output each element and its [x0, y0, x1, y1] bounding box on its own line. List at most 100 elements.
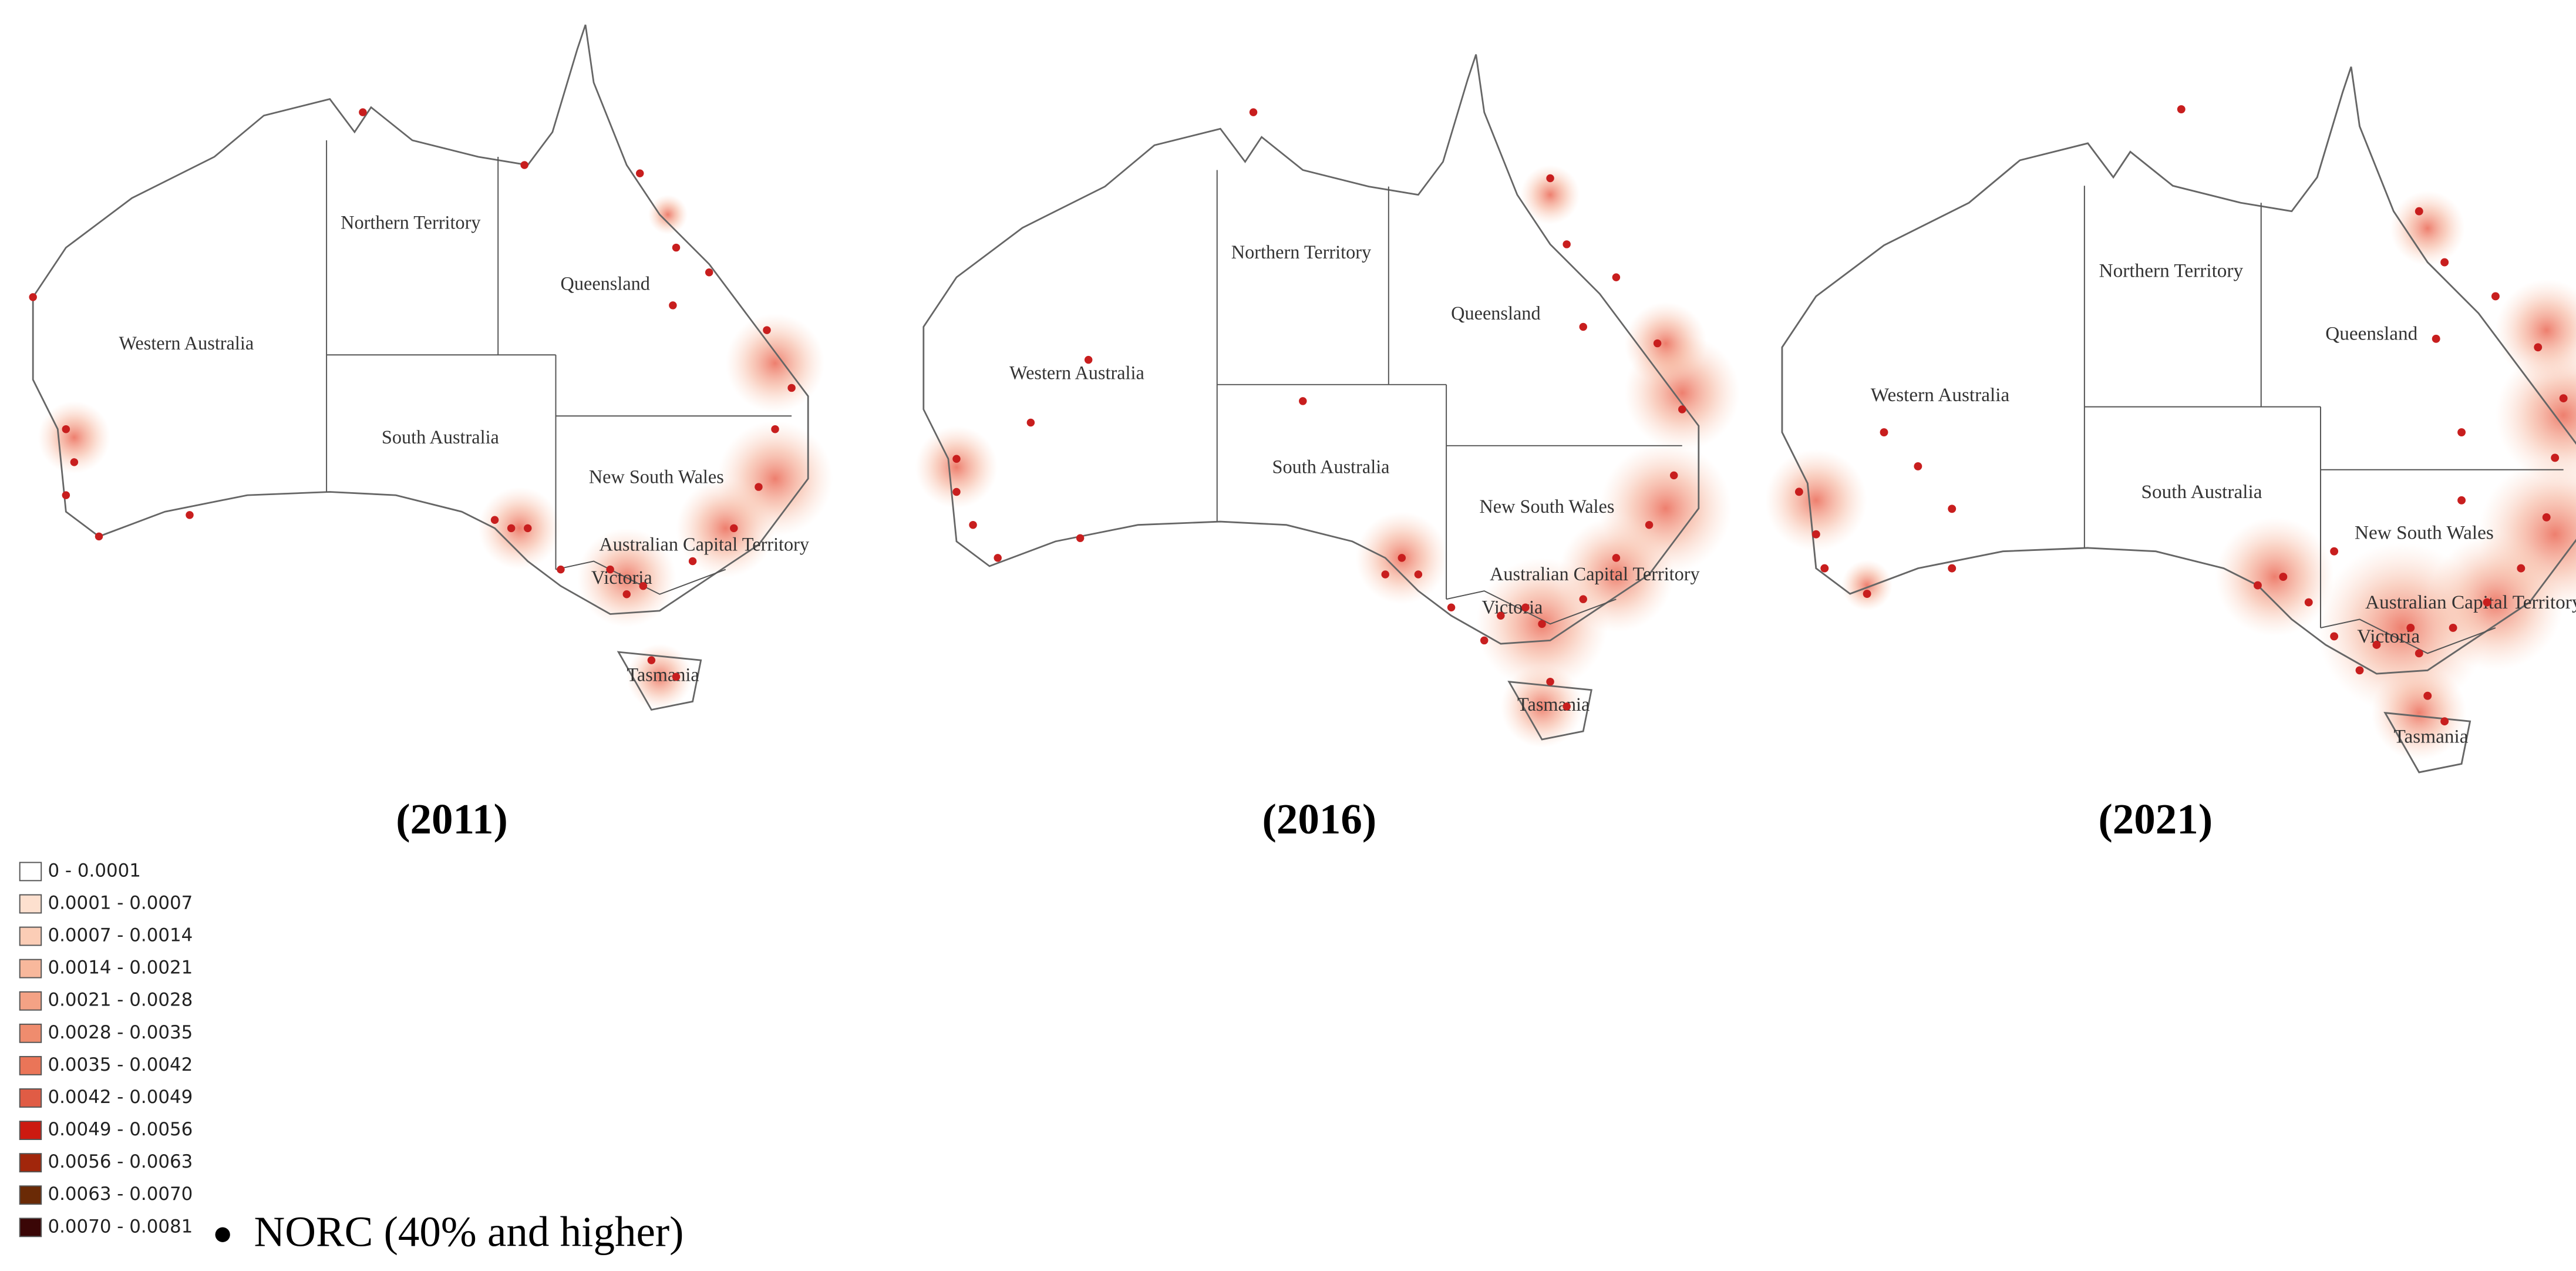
density-area [725, 313, 825, 413]
norc-point [2440, 717, 2449, 726]
map-panel: Northern Territory Queensland Western Aust… [915, 53, 1740, 748]
region-label: Queensland [561, 273, 650, 294]
legend-swatch [19, 1153, 42, 1173]
norc-point [1447, 603, 1456, 611]
legend-swatch [19, 959, 42, 979]
norc-point [1398, 554, 1406, 562]
norc-point [672, 673, 681, 681]
norc-point [62, 425, 70, 433]
norc-point [688, 557, 697, 566]
norc-point [62, 491, 70, 499]
norc-point [622, 590, 631, 598]
region-label: Western Australia [1871, 384, 2010, 406]
norc-point [952, 487, 961, 496]
region-label: Northern Territory [341, 212, 481, 233]
density-area [2390, 190, 2465, 266]
norc-point [1579, 595, 1587, 603]
region-label: Western Australia [1009, 362, 1144, 383]
norc-point [771, 425, 779, 433]
map-caption: (2021) [2098, 795, 2213, 843]
norc-point [2517, 564, 2526, 573]
norc-point [2330, 632, 2339, 641]
norc-point [95, 532, 103, 541]
norc-point [969, 520, 977, 529]
region-label: Australian Capital Territory [599, 534, 809, 555]
legend-swatch [19, 1121, 42, 1140]
density-area [1624, 302, 1707, 385]
norc-point [1820, 564, 1829, 573]
norc-point [2551, 453, 2560, 462]
region-label: Western Australia [119, 332, 254, 354]
norc-point [2254, 581, 2262, 590]
legend-swatch [19, 991, 42, 1011]
region-label: Victoria [1482, 596, 1543, 617]
norc-point [1546, 174, 1554, 183]
norc-point [1538, 620, 1546, 628]
norc-point [2415, 207, 2423, 216]
norc-point [2457, 496, 2466, 505]
density-area [915, 426, 998, 509]
density-area [648, 194, 688, 235]
legend-swatch [19, 1055, 42, 1075]
legend-label: 0.0042 - 0.0049 [48, 1087, 193, 1108]
region-label: New South Wales [1479, 496, 1614, 517]
norc-point [952, 455, 961, 463]
norc-point [647, 656, 656, 664]
norc-point [186, 511, 194, 519]
norc-point [2415, 649, 2423, 658]
norc-point [2304, 598, 2313, 607]
norc-point [2330, 547, 2339, 556]
density-area [2495, 279, 2576, 382]
norc-point [2542, 513, 2551, 522]
density-area [1520, 165, 1580, 225]
density-area [2371, 665, 2467, 761]
density-area [1841, 560, 1893, 611]
legend-swatch [19, 1023, 42, 1043]
norc-point [1645, 520, 1654, 529]
legend-label: 0.0028 - 0.0035 [48, 1022, 193, 1043]
norc-point [359, 108, 367, 116]
region-label: Northern Territory [2099, 260, 2244, 282]
density-area [478, 487, 561, 570]
norc-point [1480, 636, 1489, 645]
norc-point [1381, 570, 1389, 579]
norc-point [490, 516, 499, 524]
legend-label: 0 - 0.0001 [48, 860, 140, 881]
norc-point [1299, 397, 1307, 405]
density-area [676, 479, 776, 578]
norc-point [1669, 471, 1678, 480]
norc-point [1612, 554, 1621, 562]
region-label: New South Wales [589, 466, 724, 487]
norc-point [1579, 322, 1587, 331]
legend-label: 0.0070 - 0.0081 [48, 1216, 193, 1237]
norc-point [1563, 240, 1571, 248]
legend-swatch [19, 894, 42, 914]
norc-point [2432, 334, 2440, 343]
legend-label: 0.0001 - 0.0007 [48, 892, 193, 913]
norc-point [524, 524, 532, 533]
map-panel: Northern Territory Queensland Western Aust… [29, 23, 833, 711]
norc-point [705, 268, 713, 277]
legend-label: 0.0056 - 0.0063 [48, 1151, 193, 1172]
legend-label: 0.0021 - 0.0028 [48, 990, 193, 1011]
region-label: Australian Capital Territory [1490, 563, 1700, 584]
region-label: South Australia [382, 426, 499, 448]
region-label: Australian Capital Territory [2365, 591, 2576, 613]
map-panel: Northern Territory Queensland Western Aust… [1765, 66, 2576, 774]
norc-point [1653, 339, 1662, 348]
region-label: South Australia [2141, 481, 2262, 503]
map-caption: (2016) [1262, 795, 1377, 843]
norc-point [1076, 534, 1085, 542]
norc-point [1914, 462, 1922, 470]
region-label: Queensland [1451, 302, 1540, 324]
norc-point [1521, 603, 1530, 611]
norc-point [2355, 666, 2364, 675]
norc-point [1948, 505, 1957, 513]
legend-point-label: NORC (40% and higher) [254, 1208, 684, 1256]
norc-point [507, 524, 516, 533]
density-area [2495, 347, 2576, 483]
norc-point [1414, 570, 1423, 579]
norc-point [755, 483, 763, 491]
